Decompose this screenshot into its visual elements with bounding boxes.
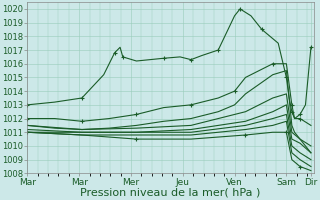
- X-axis label: Pression niveau de la mer( hPa ): Pression niveau de la mer( hPa ): [80, 188, 261, 198]
